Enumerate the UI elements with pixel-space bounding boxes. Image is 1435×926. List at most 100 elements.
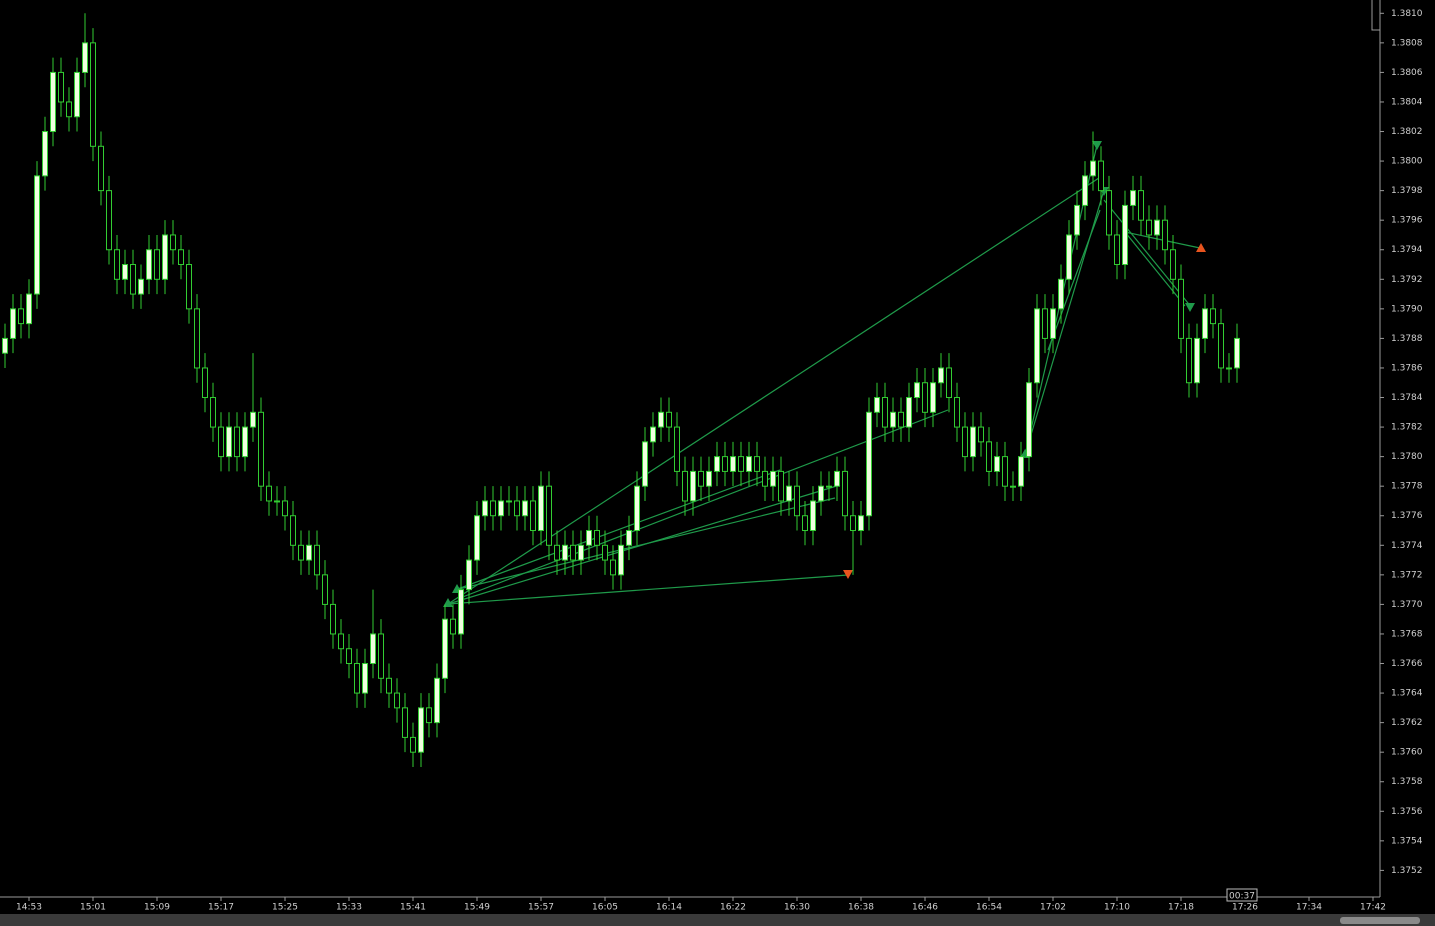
candle-body bbox=[282, 500, 288, 517]
candle-body bbox=[42, 131, 48, 177]
candle-body bbox=[1066, 234, 1072, 280]
candle-body bbox=[962, 426, 968, 458]
candle-body bbox=[1010, 485, 1016, 488]
candle-body bbox=[218, 426, 224, 458]
trade-line bbox=[447, 574, 849, 605]
candle-body bbox=[738, 456, 744, 472]
candle-body bbox=[554, 544, 560, 561]
x-tick-label: 17:02 bbox=[1040, 903, 1066, 913]
candle-body bbox=[626, 530, 632, 546]
candle-body bbox=[1106, 190, 1112, 236]
candle-body bbox=[858, 515, 864, 532]
candle-body bbox=[722, 456, 728, 472]
one-click-panel[interactable] bbox=[1371, 0, 1380, 31]
candle-body bbox=[386, 677, 392, 694]
candle-body bbox=[1026, 382, 1032, 458]
scrollbar[interactable] bbox=[0, 914, 1435, 926]
y-tick-label: 1.3790 bbox=[1391, 304, 1423, 314]
candle-body bbox=[642, 441, 648, 487]
x-tick-label: 16:22 bbox=[720, 903, 746, 913]
candle-body bbox=[1098, 160, 1104, 192]
candle-body bbox=[978, 426, 984, 443]
candle-body bbox=[986, 441, 992, 472]
candle-body bbox=[138, 278, 144, 295]
candle-body bbox=[1074, 204, 1080, 236]
candle-body bbox=[450, 618, 456, 635]
x-tick-label: 16:05 bbox=[592, 903, 618, 913]
y-tick-label: 1.3778 bbox=[1391, 482, 1423, 492]
candle-body bbox=[970, 426, 976, 458]
candle-body bbox=[778, 470, 784, 502]
candle-body bbox=[1226, 367, 1232, 370]
candle-body bbox=[690, 470, 696, 502]
candle-body bbox=[578, 544, 584, 561]
x-tick-label: 16:38 bbox=[848, 903, 874, 913]
candle-body bbox=[362, 663, 368, 694]
close-arrow bbox=[1196, 243, 1206, 252]
candle-body bbox=[522, 500, 528, 517]
candle-body bbox=[426, 707, 432, 724]
candle-body bbox=[594, 530, 600, 546]
candle-body bbox=[186, 264, 192, 310]
candle-body bbox=[602, 544, 608, 561]
x-tick-label: 17:26 bbox=[1232, 903, 1258, 913]
candle-body bbox=[354, 663, 360, 694]
trade-line bbox=[1124, 231, 1186, 307]
candle-body bbox=[762, 470, 768, 487]
x-tick-label: 17:10 bbox=[1104, 903, 1130, 913]
sell-arrow bbox=[1092, 141, 1102, 150]
candle-body bbox=[1122, 204, 1128, 266]
x-tick-label: 16:46 bbox=[912, 903, 938, 913]
candle-body bbox=[66, 101, 72, 118]
candle-body bbox=[290, 515, 296, 546]
candle-body bbox=[874, 397, 880, 413]
candle-body bbox=[938, 367, 944, 384]
y-tick-label: 1.3762 bbox=[1391, 718, 1423, 728]
trade-line bbox=[454, 469, 781, 591]
candle-body bbox=[706, 470, 712, 487]
candle-body bbox=[906, 397, 912, 428]
x-tick-label: 15:57 bbox=[528, 903, 554, 913]
candle-body bbox=[162, 234, 168, 280]
trade-line bbox=[1103, 199, 1193, 309]
candle-body bbox=[58, 71, 64, 103]
candle-body bbox=[154, 249, 160, 280]
y-tick-label: 1.3756 bbox=[1391, 807, 1423, 817]
candle-body bbox=[682, 470, 688, 502]
candle-body bbox=[1130, 190, 1136, 206]
candle-body bbox=[818, 485, 824, 502]
candle-body bbox=[26, 293, 32, 325]
trade-line bbox=[454, 497, 836, 591]
scroll-thumb[interactable] bbox=[1340, 917, 1420, 924]
candle-body bbox=[178, 249, 184, 266]
candle-body bbox=[1018, 456, 1024, 487]
candle-body bbox=[250, 411, 256, 428]
y-tick-label: 1.3774 bbox=[1391, 541, 1423, 551]
y-tick-label: 1.3794 bbox=[1391, 245, 1423, 255]
candle-body bbox=[562, 544, 568, 561]
candle-body bbox=[754, 456, 760, 472]
candle-body bbox=[530, 500, 536, 532]
y-tick-label: 1.3780 bbox=[1391, 452, 1423, 462]
y-tick-label: 1.3796 bbox=[1391, 216, 1423, 226]
candle-body bbox=[1186, 337, 1192, 384]
candle-body bbox=[322, 574, 328, 605]
y-tick-label: 1.3776 bbox=[1391, 511, 1423, 521]
candle-body bbox=[434, 677, 440, 724]
candle-body bbox=[498, 500, 504, 517]
candle-body bbox=[650, 426, 656, 443]
candle-body bbox=[298, 544, 304, 561]
candle-body bbox=[114, 249, 120, 280]
candle-body bbox=[1154, 219, 1160, 236]
candle-body bbox=[98, 145, 104, 192]
candle-body bbox=[338, 633, 344, 650]
candle-body bbox=[2, 337, 8, 354]
y-tick-label: 1.3810 bbox=[1391, 9, 1423, 19]
candle-body bbox=[170, 234, 176, 251]
candle-body bbox=[1050, 308, 1056, 339]
x-tick-label: 15:25 bbox=[272, 903, 298, 913]
candle-body bbox=[586, 530, 592, 546]
candle-body bbox=[90, 42, 96, 147]
